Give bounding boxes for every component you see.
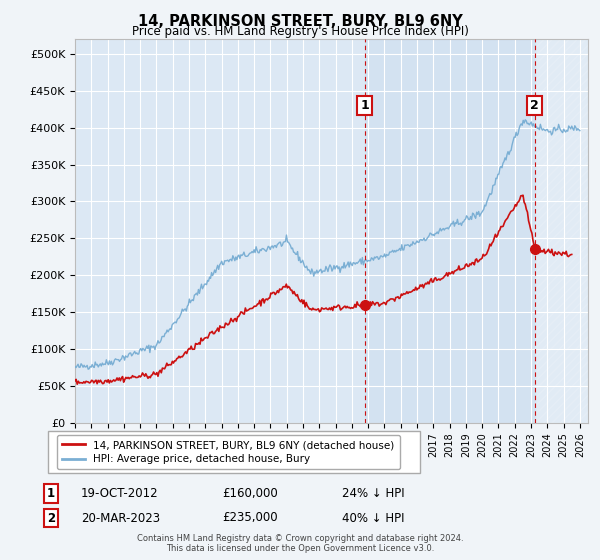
Text: £235,000: £235,000 [222, 511, 278, 525]
Text: 19-OCT-2012: 19-OCT-2012 [81, 487, 158, 501]
Text: £160,000: £160,000 [222, 487, 278, 501]
Text: Contains HM Land Registry data © Crown copyright and database right 2024.
This d: Contains HM Land Registry data © Crown c… [137, 534, 463, 553]
Text: 20-MAR-2023: 20-MAR-2023 [81, 511, 160, 525]
Text: 2: 2 [530, 99, 539, 112]
Bar [365, 39, 535, 423]
Text: 24% ↓ HPI: 24% ↓ HPI [342, 487, 404, 501]
Text: 1: 1 [361, 99, 369, 112]
Text: 1: 1 [47, 487, 55, 501]
Text: 14, PARKINSON STREET, BURY, BL9 6NY: 14, PARKINSON STREET, BURY, BL9 6NY [137, 14, 463, 29]
Text: 40% ↓ HPI: 40% ↓ HPI [342, 511, 404, 525]
FancyBboxPatch shape [48, 431, 420, 473]
Bar [535, 39, 588, 423]
Text: 2: 2 [47, 511, 55, 525]
Legend: 14, PARKINSON STREET, BURY, BL9 6NY (detached house), HPI: Average price, detach: 14, PARKINSON STREET, BURY, BL9 6NY (det… [57, 435, 400, 469]
Text: Price paid vs. HM Land Registry's House Price Index (HPI): Price paid vs. HM Land Registry's House … [131, 25, 469, 38]
